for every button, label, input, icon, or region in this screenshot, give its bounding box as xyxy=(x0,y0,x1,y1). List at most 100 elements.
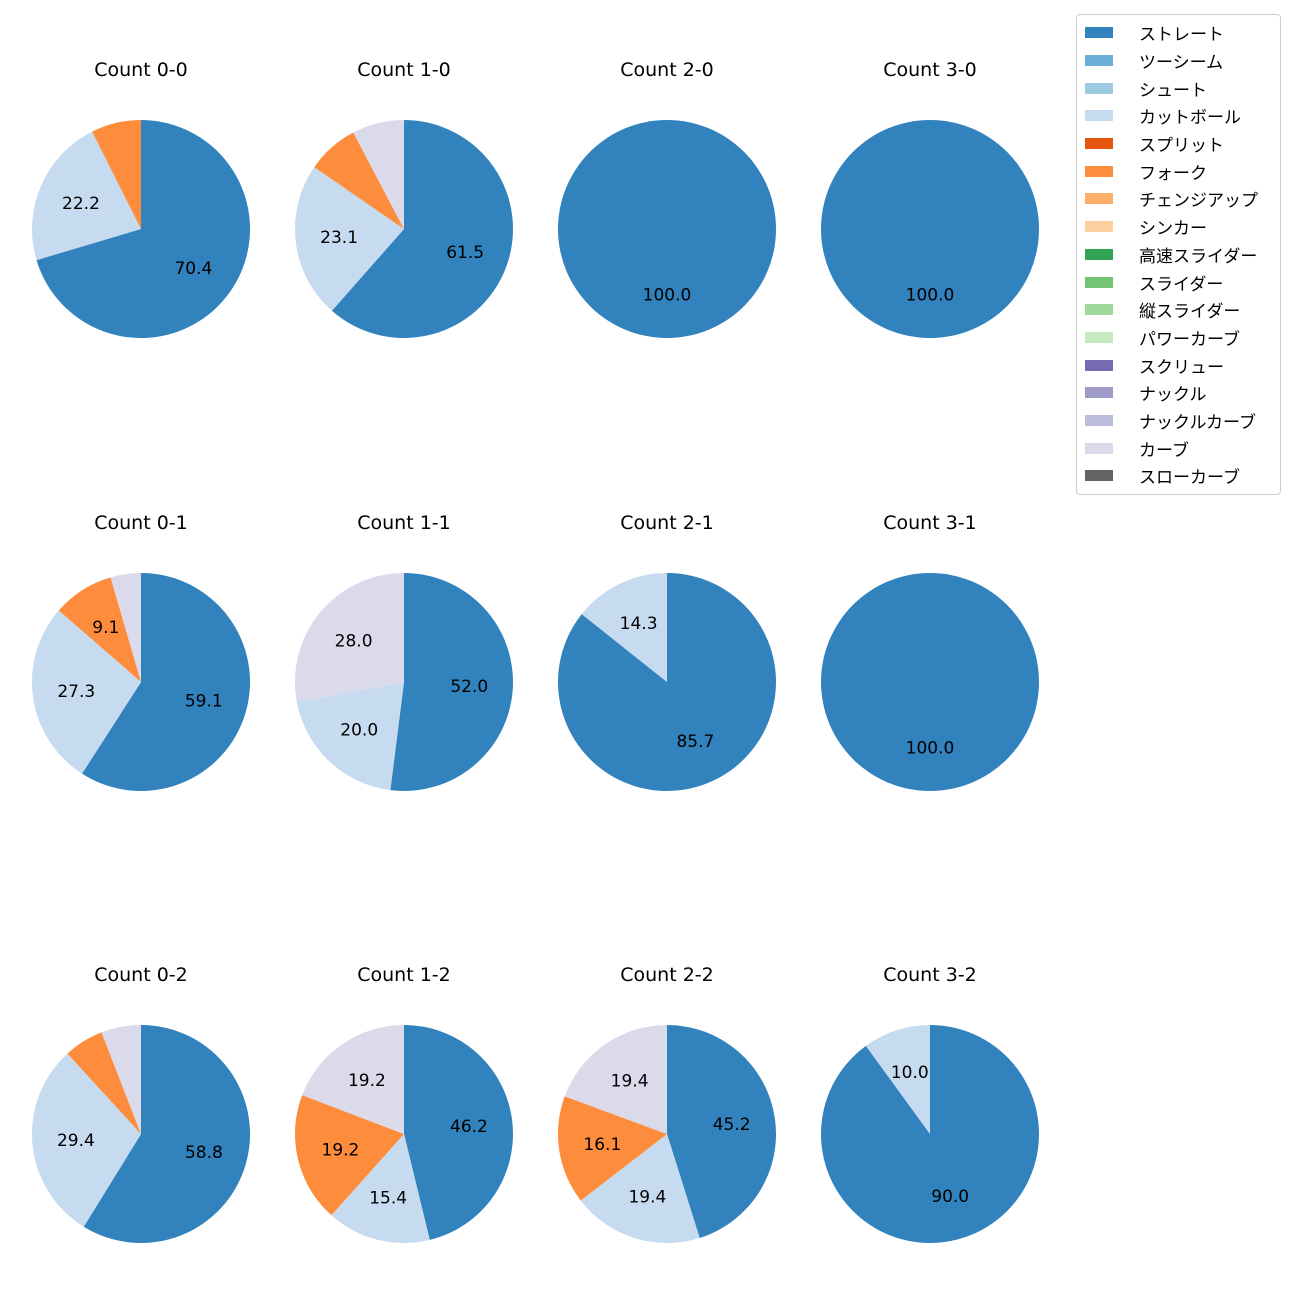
pie-slice xyxy=(36,120,250,338)
pie-slice xyxy=(58,577,141,682)
pie-slice-label: 52.0 xyxy=(450,677,488,697)
pie-slice xyxy=(667,1025,776,1238)
legend-swatch xyxy=(1085,165,1113,177)
pie-slice xyxy=(82,573,250,791)
legend-label: カットボール xyxy=(1139,108,1241,129)
pie-slice xyxy=(294,1095,404,1216)
pie-slice xyxy=(331,120,513,338)
pie-slice-label: 100.0 xyxy=(906,738,955,758)
legend-item: スライダー xyxy=(1077,268,1280,296)
pie-title: Count 0-2 xyxy=(94,964,188,986)
legend-swatch xyxy=(1085,221,1113,233)
legend-swatch xyxy=(1085,470,1113,482)
pie-chart: Count 1-2 46.2 15.4 19.2 19.2 xyxy=(294,964,513,1243)
pie-slice-label: 19.2 xyxy=(322,1140,360,1160)
legend-swatch xyxy=(1085,193,1113,205)
pie-slice-label: 16.1 xyxy=(583,1135,621,1155)
legend-label: 高速スライダー xyxy=(1139,246,1258,267)
pie-chart: Count 3-0 100.0 xyxy=(821,59,1039,338)
legend-swatch xyxy=(1085,55,1113,67)
pie-chart: Count 2-0 100.0 xyxy=(558,59,776,338)
pie-slice xyxy=(296,682,404,791)
pie-chart: Count 2-1 85.7 14.3 xyxy=(558,512,777,791)
legend-label: スクリュー xyxy=(1139,357,1224,378)
pie-slice-label: 19.2 xyxy=(348,1071,386,1091)
legend-swatch xyxy=(1085,304,1113,316)
pie-chart: Count 0-2 58.8 29.4 xyxy=(31,964,250,1243)
legend-item: カーブ xyxy=(1077,434,1280,462)
pie-slice xyxy=(101,1025,141,1134)
legend-item: シンカー xyxy=(1077,213,1280,241)
pie-title: Count 2-1 xyxy=(620,512,714,534)
legend-item: スローカーブ xyxy=(1077,462,1280,490)
pie-title: Count 1-1 xyxy=(357,512,451,534)
pie-slice xyxy=(580,1134,700,1243)
legend-label: ストレート xyxy=(1139,25,1224,46)
pie-chart: Count 0-0 70.4 22.2 xyxy=(31,59,250,338)
legend-item: ツーシーム xyxy=(1077,47,1280,75)
pie-slice xyxy=(821,120,1039,338)
pie-chart: Count 3-1 100.0 xyxy=(821,512,1039,791)
legend-item: チェンジアップ xyxy=(1077,185,1280,213)
legend-label: チェンジアップ xyxy=(1139,191,1258,212)
pie-slice xyxy=(404,1025,513,1240)
legend-swatch xyxy=(1085,414,1113,426)
pie-slice xyxy=(865,1025,930,1134)
legend-item: 縦スライダー xyxy=(1077,296,1280,324)
pie-slice xyxy=(581,573,667,682)
pie-slice xyxy=(110,573,141,682)
pie-slice-label: 29.4 xyxy=(57,1131,95,1151)
legend-swatch xyxy=(1085,331,1113,343)
pie-slice xyxy=(314,132,404,229)
legend-item: パワーカーブ xyxy=(1077,324,1280,352)
pie-slice xyxy=(353,120,404,229)
pie-slice xyxy=(558,120,776,338)
pie-slice-label: 58.8 xyxy=(185,1143,223,1163)
pie-slice-label: 15.4 xyxy=(369,1188,407,1208)
pie-title: Count 1-2 xyxy=(357,964,451,986)
pie-title: Count 3-0 xyxy=(883,59,977,81)
legend-swatch xyxy=(1085,276,1113,288)
legend-label: スライダー xyxy=(1139,274,1224,295)
pie-slice-label: 23.1 xyxy=(320,228,358,248)
pie-title: Count 1-0 xyxy=(357,59,451,81)
legend-item: スプリット xyxy=(1077,130,1280,158)
pie-title: Count 0-1 xyxy=(94,512,188,534)
pie-slice-label: 59.1 xyxy=(185,691,223,711)
legend-swatch xyxy=(1085,442,1113,454)
pie-chart: Count 0-1 59.1 27.3 9.1 xyxy=(31,512,250,791)
legend-label: パワーカーブ xyxy=(1139,329,1240,350)
pie-slice xyxy=(295,573,404,703)
legend-item: 高速スライダー xyxy=(1077,241,1280,269)
pie-slice-label: 70.4 xyxy=(174,259,212,279)
pie-slice xyxy=(390,573,513,791)
legend-item: スクリュー xyxy=(1077,351,1280,379)
legend-label: シュート xyxy=(1139,80,1207,101)
pie-slice xyxy=(67,1032,141,1134)
legend-swatch xyxy=(1085,110,1113,122)
pie-chart: Count 3-2 90.0 10.0 xyxy=(820,964,1039,1243)
pie-title: Count 2-2 xyxy=(620,964,714,986)
pie-chart: Count 2-2 45.2 19.4 16.1 19.4 xyxy=(558,964,776,1243)
legend: ストレート ツーシーム シュート カットボール スプリット フォーク チェンジアップ シンカー… xyxy=(1076,14,1281,495)
pie-chart: Count 1-0 61.5 23.1 xyxy=(295,59,513,338)
legend-label: スプリット xyxy=(1139,136,1224,157)
pie-slice-label: 20.0 xyxy=(340,721,378,741)
legend-label: シンカー xyxy=(1139,219,1207,240)
pie-slice xyxy=(821,573,1039,791)
pie-slice-label: 27.3 xyxy=(57,682,95,702)
pie-slice xyxy=(558,1096,667,1201)
pie-title: Count 3-2 xyxy=(883,964,977,986)
legend-label: 縦スライダー xyxy=(1139,302,1241,323)
pie-title: Count 0-0 xyxy=(94,59,188,81)
pie-slice xyxy=(83,1025,250,1243)
pie-slice-label: 61.5 xyxy=(446,243,484,263)
pie-title: Count 3-1 xyxy=(883,512,977,534)
legend-label: ツーシーム xyxy=(1139,53,1224,74)
pie-title: Count 2-0 xyxy=(620,59,714,81)
pie-slice-label: 19.4 xyxy=(628,1187,666,1207)
pie-chart: Count 1-1 52.0 20.0 28.0 xyxy=(295,512,513,791)
legend-item: ストレート xyxy=(1077,19,1280,47)
legend-label: ナックルカーブ xyxy=(1139,412,1256,433)
